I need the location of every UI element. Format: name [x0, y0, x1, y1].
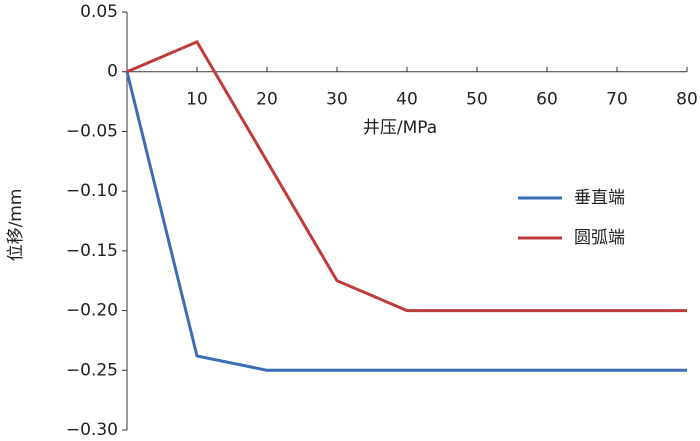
x-tick-label: 30: [326, 90, 348, 110]
legend-label: 圆弧端: [574, 228, 625, 248]
x-tick-label: 10: [186, 90, 208, 110]
y-axis-label: 位移/mm: [6, 189, 26, 262]
x-tick-label: 60: [536, 90, 558, 110]
x-axis-label: 井压/MPa: [363, 118, 437, 138]
y-tick-label: −0.05: [66, 121, 118, 141]
x-tick-label: 20: [256, 90, 278, 110]
y-tick-label: 0.05: [80, 2, 118, 22]
data-line: [126, 39, 687, 313]
x-tick-label: 40: [396, 90, 418, 110]
x-tick-label: 80: [676, 90, 698, 110]
legend-label: 垂直端: [574, 188, 625, 208]
y-tick-label: −0.30: [66, 420, 118, 440]
x-tick-label: 50: [466, 90, 488, 110]
y-tick-label: 0: [107, 62, 118, 82]
y-tick-label: −0.25: [66, 360, 118, 380]
x-tick-label: 70: [606, 90, 628, 110]
y-tick-label: −0.15: [66, 241, 118, 261]
y-tick-label: −0.10: [66, 181, 118, 201]
data-line: [125, 71, 687, 372]
y-tick-label: −0.20: [66, 301, 118, 321]
